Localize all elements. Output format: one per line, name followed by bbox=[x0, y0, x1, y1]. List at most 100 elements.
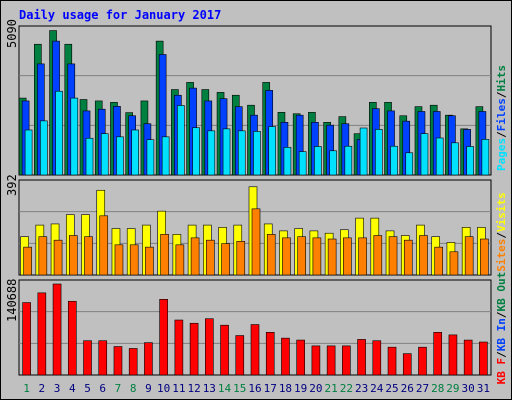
bar-kbf bbox=[98, 340, 108, 376]
day-label: 20 bbox=[309, 382, 322, 395]
day-label: 28 bbox=[431, 382, 444, 395]
bar-sites bbox=[68, 235, 78, 276]
day-label: 18 bbox=[279, 382, 292, 395]
bar-pages bbox=[161, 136, 170, 176]
bar-pages bbox=[222, 128, 231, 176]
bar-sites bbox=[53, 239, 63, 276]
bar-sites bbox=[403, 239, 413, 276]
bar-sites bbox=[312, 237, 322, 276]
bar-kbf bbox=[296, 339, 305, 376]
bar-sites bbox=[297, 236, 306, 276]
panel-middle-bars bbox=[19, 186, 491, 276]
day-label: 12 bbox=[187, 382, 200, 395]
bar-sites bbox=[84, 236, 93, 276]
day-label: 1 bbox=[23, 382, 30, 395]
bar-pages bbox=[481, 139, 490, 176]
bar-pages bbox=[375, 129, 383, 176]
bar-kbf bbox=[113, 346, 123, 376]
legend-sep-1: / bbox=[495, 131, 508, 138]
bar-kbf bbox=[402, 353, 412, 376]
bar-kbf bbox=[433, 332, 443, 376]
legend-kbf: KB F bbox=[495, 358, 508, 385]
bar-sites bbox=[38, 236, 48, 276]
bar-pages bbox=[70, 97, 79, 176]
day-label: 13 bbox=[203, 382, 216, 395]
bar-kbf bbox=[372, 340, 382, 376]
bar-sites bbox=[266, 234, 276, 276]
day-label: 9 bbox=[145, 382, 152, 395]
day-label: 31 bbox=[477, 382, 490, 395]
bar-sites bbox=[129, 244, 139, 276]
bar-kbf bbox=[22, 302, 31, 376]
day-label: 23 bbox=[355, 382, 368, 395]
day-label: 30 bbox=[462, 382, 475, 395]
day-label: 19 bbox=[294, 382, 307, 395]
bar-kbf bbox=[250, 324, 260, 376]
bar-sites bbox=[23, 246, 32, 276]
day-label: 3 bbox=[54, 382, 61, 395]
day-label: 2 bbox=[39, 382, 46, 395]
bar-sites bbox=[343, 237, 352, 276]
bar-sites bbox=[373, 235, 383, 276]
bar-kbf bbox=[281, 337, 290, 376]
bar-kbf bbox=[83, 340, 92, 376]
bar-kbf bbox=[220, 324, 229, 376]
day-label: 4 bbox=[69, 382, 76, 395]
day-label: 8 bbox=[130, 382, 137, 395]
bar-pages bbox=[207, 130, 216, 176]
bar-kbf bbox=[387, 346, 397, 376]
panel-bottom-legend: KB F/KB In/KB Out bbox=[495, 272, 508, 385]
legend-kbout: KB Out bbox=[495, 272, 508, 312]
bar-pages bbox=[344, 145, 353, 176]
bar-kbf bbox=[463, 339, 473, 376]
chart-title: Daily usage for January 2017 bbox=[19, 8, 221, 22]
bar-kbf bbox=[144, 342, 153, 376]
bar-pages bbox=[314, 146, 322, 176]
bar-sites bbox=[160, 234, 169, 276]
day-label: 27 bbox=[416, 382, 429, 395]
bar-kbf bbox=[326, 345, 336, 376]
legend-sep-2: / bbox=[495, 91, 508, 98]
bar-sites bbox=[358, 237, 367, 276]
bar-sites bbox=[190, 237, 200, 276]
bar-sites bbox=[114, 244, 124, 276]
svg-text:KB F/KB In/KB Out: KB F/KB In/KB Out bbox=[495, 272, 508, 385]
bar-pages bbox=[390, 145, 398, 176]
bar-sites bbox=[175, 244, 185, 276]
day-label: 17 bbox=[264, 382, 277, 395]
bar-kbf bbox=[189, 322, 199, 376]
legend-visits: Visits bbox=[495, 192, 508, 232]
day-label: 22 bbox=[340, 382, 353, 395]
bar-sites bbox=[449, 251, 459, 276]
bar-kbf bbox=[37, 292, 47, 376]
bar-pages bbox=[55, 90, 63, 176]
bar-kbf bbox=[357, 339, 366, 376]
day-label: 15 bbox=[233, 382, 246, 395]
panel-top-max-label: 5090 bbox=[5, 19, 19, 48]
bar-pages bbox=[466, 146, 474, 176]
bar-pages bbox=[283, 147, 292, 176]
bar-sites bbox=[236, 241, 246, 276]
bar-kbf bbox=[265, 332, 275, 376]
bar-sites bbox=[221, 243, 230, 276]
bar-pages bbox=[405, 152, 414, 176]
panel-hits-files-pages: 5090 Pages/Files/Hits bbox=[5, 19, 508, 176]
day-label: 21 bbox=[325, 382, 338, 395]
panel-top-bars bbox=[18, 30, 491, 176]
bar-sites bbox=[419, 235, 428, 276]
legend-files: Files bbox=[495, 98, 508, 131]
bar-kbf bbox=[205, 318, 214, 376]
bar-pages bbox=[298, 151, 307, 176]
panel-middle-legend: Sites/Visits bbox=[495, 192, 508, 272]
bar-sites bbox=[99, 215, 109, 276]
bar-pages bbox=[85, 137, 94, 176]
bar-kbf bbox=[479, 341, 488, 376]
bar-pages bbox=[435, 137, 444, 176]
bar-pages bbox=[40, 120, 48, 176]
day-label: 6 bbox=[99, 382, 106, 395]
panel-middle-max-label: 392 bbox=[5, 174, 19, 196]
day-label: 26 bbox=[401, 382, 414, 395]
legend-hits: Hits bbox=[495, 65, 508, 92]
bar-kbf bbox=[128, 348, 138, 376]
